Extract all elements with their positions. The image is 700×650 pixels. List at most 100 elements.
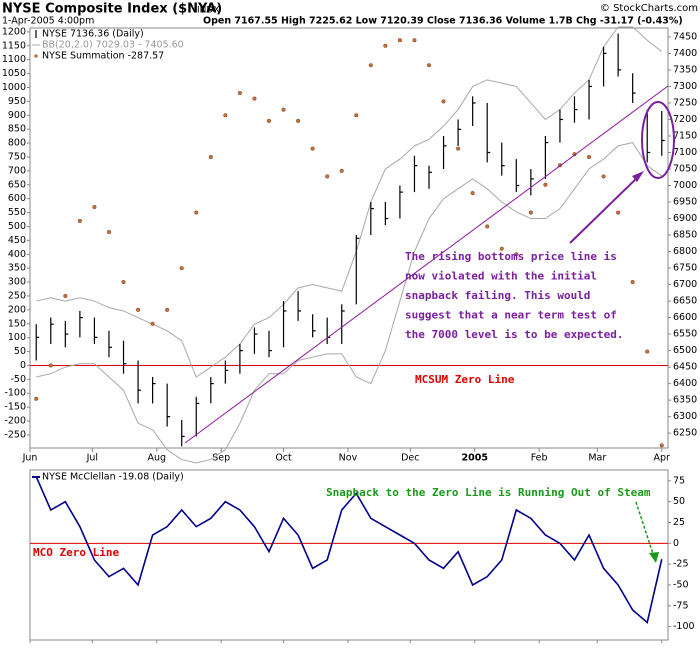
y-tick-label: 6750 bbox=[673, 263, 697, 274]
summation-dot bbox=[659, 443, 664, 448]
y-tick-label: 250 bbox=[8, 290, 26, 301]
summation-dot bbox=[34, 396, 39, 401]
summation-dot bbox=[223, 113, 228, 118]
y-tick-label: 0 bbox=[673, 538, 679, 549]
date: 1-Apr-2005 4:00pm bbox=[2, 16, 94, 27]
x-tick-label: Apr bbox=[654, 453, 671, 464]
y-tick-label: -100 bbox=[673, 621, 695, 632]
y-tick-label: 1000 bbox=[2, 82, 26, 93]
y-tick-label: 7050 bbox=[673, 163, 697, 174]
summation-dot bbox=[92, 204, 97, 210]
annotation: Snapback to the Zero Line is Running Out… bbox=[326, 486, 651, 499]
bottom-frame bbox=[29, 469, 669, 641]
y-tick-label: 7350 bbox=[673, 64, 697, 75]
y-tick-label: 200 bbox=[8, 304, 26, 315]
y-tick-label: 6850 bbox=[673, 230, 697, 241]
copyright: © StockCharts.com bbox=[600, 3, 698, 14]
y-tick-label: 6550 bbox=[673, 329, 697, 340]
y-tick-label: -250 bbox=[4, 429, 26, 440]
x-tick-label: Dec bbox=[401, 453, 419, 464]
y-tick-label: -200 bbox=[4, 416, 26, 427]
y-tick-label: 6250 bbox=[673, 428, 697, 439]
exchange: INDX bbox=[197, 6, 219, 16]
summation-dot bbox=[237, 90, 242, 96]
summation-dot bbox=[528, 210, 533, 215]
bollinger-band bbox=[36, 142, 663, 464]
summation-dot bbox=[354, 113, 359, 118]
y-tick-label: -50 bbox=[673, 580, 689, 591]
summation-dot bbox=[339, 168, 344, 173]
x-tick-label: Nov bbox=[339, 453, 358, 464]
y-tick-label: 950 bbox=[8, 96, 26, 107]
y-tick-label: 7250 bbox=[673, 97, 697, 108]
summation-dot bbox=[601, 174, 606, 179]
y-tick-label: 6450 bbox=[673, 362, 697, 373]
y-tick-label: 7100 bbox=[673, 147, 697, 158]
trend-line bbox=[184, 85, 669, 444]
x-tick-label: 2005 bbox=[462, 453, 488, 464]
y-tick-label: 7150 bbox=[673, 130, 697, 141]
y-tick-label: 300 bbox=[8, 277, 26, 288]
annotation: suggest that a near term test of bbox=[405, 309, 617, 322]
y-tick-label: 1100 bbox=[2, 54, 26, 65]
y-tick-label: 75 bbox=[673, 475, 685, 486]
summation-dot bbox=[296, 118, 301, 123]
arrow-head bbox=[632, 171, 644, 182]
y-tick-label: 7300 bbox=[673, 81, 697, 92]
summation-dot bbox=[543, 182, 548, 187]
y-tick-label: -75 bbox=[673, 600, 689, 611]
summation-dot bbox=[165, 307, 170, 312]
x-tick-label: Aug bbox=[147, 453, 166, 464]
summation-dot bbox=[499, 246, 504, 251]
y-tick-label: 750 bbox=[8, 151, 26, 162]
x-tick-label: Oct bbox=[275, 453, 292, 464]
y-tick-label: 1050 bbox=[2, 68, 26, 79]
summation-dot bbox=[325, 174, 330, 179]
y-tick-label: 50 bbox=[673, 496, 685, 507]
summation-dot bbox=[616, 210, 621, 215]
y-tick-label: 6350 bbox=[673, 395, 697, 406]
summation-dot bbox=[136, 307, 141, 312]
annotation-arrow bbox=[569, 174, 641, 244]
zero-line-label: MCSUM Zero Line bbox=[415, 373, 515, 386]
chart-title: NYSE Composite Index ($NYA) bbox=[2, 2, 222, 17]
summation-dot bbox=[281, 107, 286, 112]
y-tick-label: 7200 bbox=[673, 114, 697, 125]
summation-dot bbox=[514, 252, 519, 257]
y-tick-label: 450 bbox=[8, 235, 26, 246]
summation-dot bbox=[426, 63, 432, 68]
summation-dot bbox=[485, 224, 490, 229]
y-tick-label: 800 bbox=[8, 138, 26, 149]
summation-dot bbox=[441, 99, 446, 104]
zero-line-label: MCO Zero Line bbox=[33, 546, 119, 559]
summation-dot bbox=[412, 38, 417, 43]
y-tick-label: 350 bbox=[8, 263, 26, 274]
top-frame bbox=[29, 27, 669, 449]
x-tick-label: Mar bbox=[588, 453, 606, 464]
y-tick-label: 900 bbox=[8, 110, 26, 121]
summation-dot bbox=[121, 280, 126, 285]
x-tick-label: Sep bbox=[212, 453, 230, 464]
oscillator-line bbox=[35, 476, 663, 624]
y-tick-label: 850 bbox=[8, 124, 26, 135]
annotation: now violated with the initial bbox=[405, 270, 597, 283]
summation-dot bbox=[194, 210, 199, 215]
summation-dot bbox=[470, 191, 475, 196]
legend-label: NYSE McClellan -19.08 (Daily) bbox=[42, 472, 184, 483]
summation-dot bbox=[63, 293, 68, 299]
bollinger-band bbox=[36, 26, 663, 378]
summation-dot bbox=[368, 63, 373, 68]
y-tick-label: 6900 bbox=[673, 213, 697, 224]
y-tick-label: 500 bbox=[8, 221, 26, 232]
summation-dot bbox=[456, 146, 461, 151]
y-tick-label: 6950 bbox=[673, 197, 697, 208]
y-tick-label: -150 bbox=[4, 402, 26, 413]
y-tick-label: 1150 bbox=[2, 40, 26, 51]
y-tick-label: 1200 bbox=[2, 26, 26, 37]
y-tick-label: 6800 bbox=[673, 246, 697, 257]
marks: Jun Jul Aug Sep Oct Nov Dec 2005 Feb Mar Apr 6250 63… bbox=[2, 26, 697, 643]
summation-dot bbox=[383, 43, 388, 48]
quote: Open 7167.55 High 7225.62 Low 7120.39 Cl… bbox=[203, 16, 683, 27]
